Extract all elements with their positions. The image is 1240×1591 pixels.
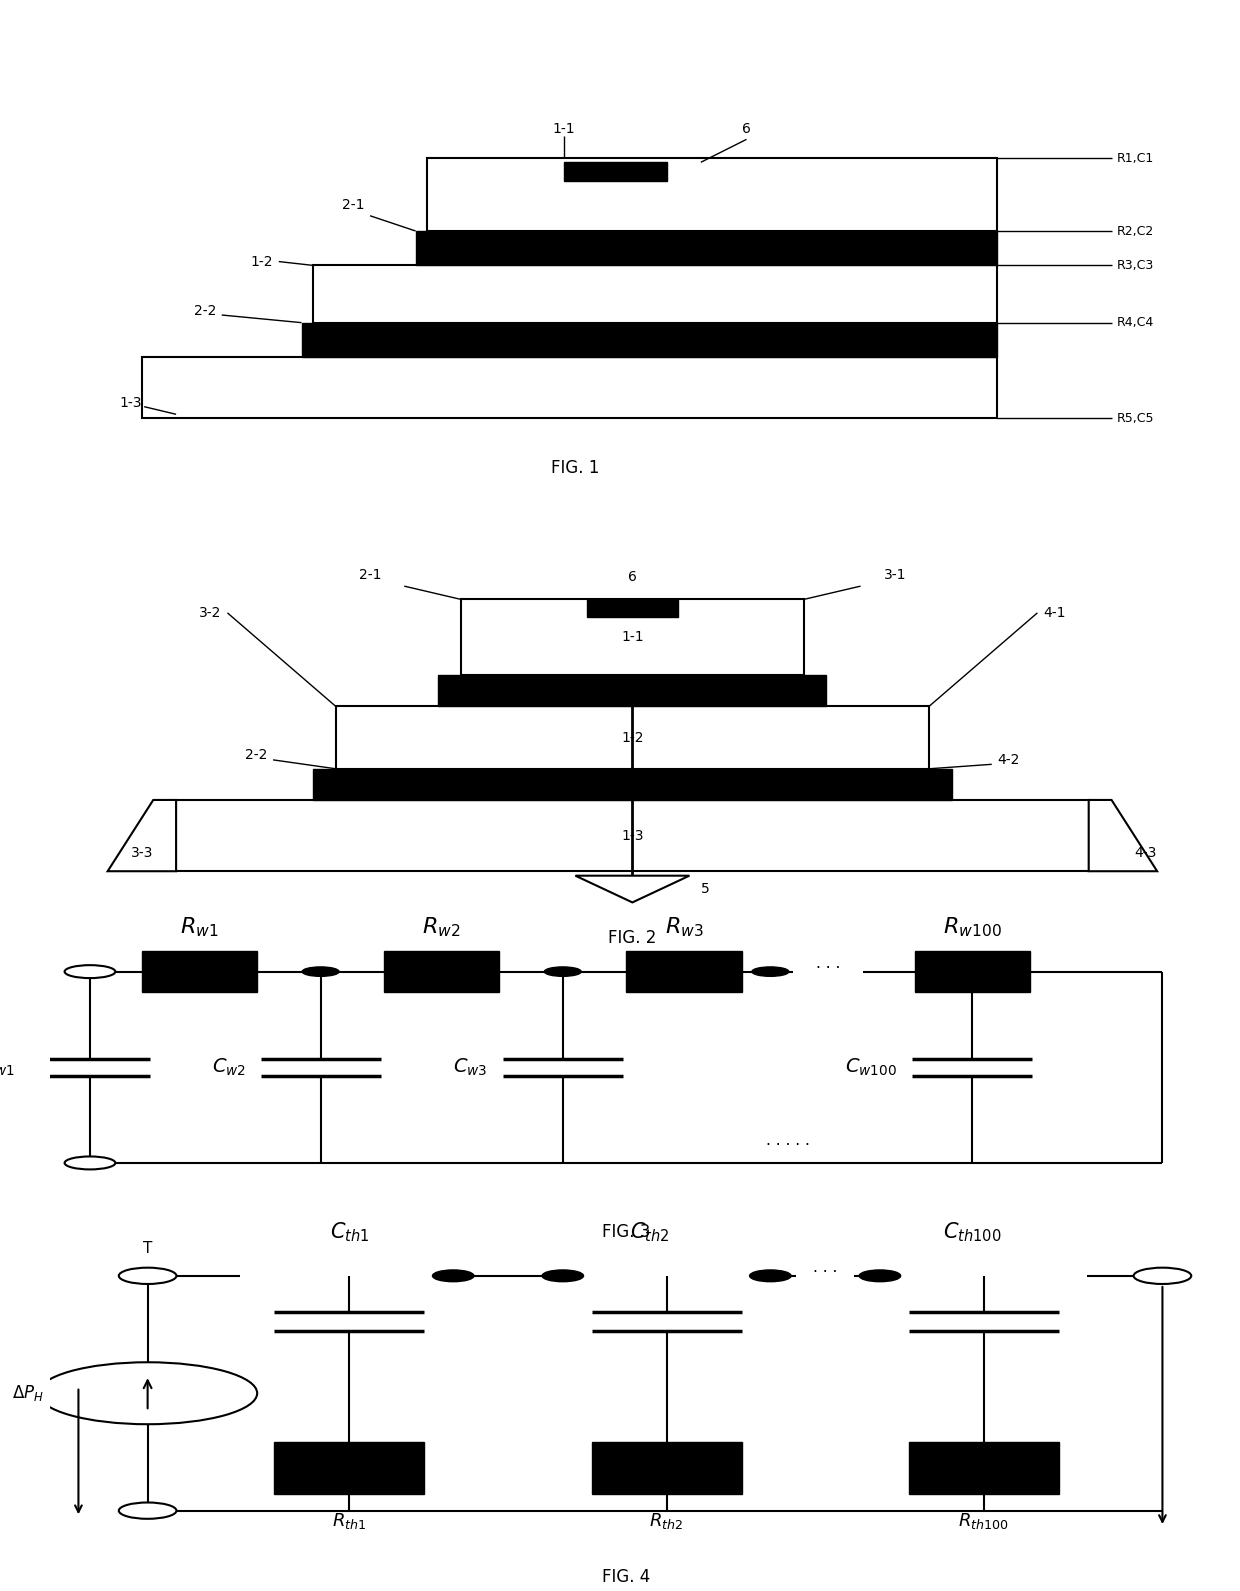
Text: FIG. 2: FIG. 2 [608, 929, 657, 947]
Circle shape [119, 1502, 176, 1519]
Circle shape [544, 967, 582, 977]
Text: 4-3: 4-3 [1135, 846, 1157, 861]
Text: T: T [143, 1241, 153, 1257]
Text: $R_{w3}$: $R_{w3}$ [665, 916, 703, 939]
Text: 5: 5 [701, 881, 709, 896]
Text: 1-1: 1-1 [553, 121, 575, 135]
Text: $C_{th1}$: $C_{th1}$ [330, 1220, 370, 1244]
Bar [301, 323, 997, 356]
Text: · · ·: · · · [816, 961, 841, 977]
Circle shape [750, 1270, 791, 1282]
Circle shape [38, 1362, 257, 1424]
Text: $R_{w100}$: $R_{w100}$ [942, 916, 1002, 939]
Bar [336, 706, 929, 768]
Text: 1-3: 1-3 [119, 396, 141, 410]
Circle shape [64, 966, 115, 978]
Text: R3,C3: R3,C3 [1117, 259, 1154, 272]
Text: 3-3: 3-3 [130, 846, 153, 861]
Bar [587, 600, 678, 617]
Bar [591, 1441, 742, 1494]
Text: 4-1: 4-1 [1043, 606, 1065, 620]
Text: · · ·: · · · [813, 1265, 837, 1281]
Text: 1-2: 1-2 [250, 255, 273, 269]
Text: $C_{w1}$: $C_{w1}$ [0, 1056, 15, 1079]
Bar [909, 1441, 1059, 1494]
Bar [564, 162, 667, 181]
Bar [274, 1441, 424, 1494]
Text: $C_{th100}$: $C_{th100}$ [942, 1220, 1002, 1244]
Bar [176, 800, 1089, 872]
Text: $R_{w2}$: $R_{w2}$ [423, 916, 461, 939]
Bar [415, 231, 997, 266]
Bar [461, 600, 804, 675]
Text: 2-2: 2-2 [246, 748, 268, 762]
Text: 2-1: 2-1 [358, 568, 381, 582]
Polygon shape [575, 875, 689, 902]
Text: 6: 6 [627, 570, 637, 584]
Circle shape [542, 1270, 584, 1282]
Text: 1-3: 1-3 [621, 829, 644, 843]
Text: 1-2: 1-2 [621, 730, 644, 745]
Text: $R_{th100}$: $R_{th100}$ [959, 1511, 1009, 1531]
Text: $\Delta P_H$: $\Delta P_H$ [12, 1383, 43, 1403]
Text: $C_{w3}$: $C_{w3}$ [454, 1056, 487, 1079]
Bar [626, 951, 742, 993]
Text: 2-1: 2-1 [342, 197, 365, 212]
Bar [427, 159, 997, 231]
Text: $R_{th2}$: $R_{th2}$ [650, 1511, 683, 1531]
Circle shape [64, 1157, 115, 1169]
Text: R2,C2: R2,C2 [1117, 224, 1154, 237]
Bar [141, 356, 997, 418]
Text: FIG. 1: FIG. 1 [551, 458, 600, 477]
Circle shape [119, 1268, 176, 1284]
Bar [141, 951, 257, 993]
Text: $R_{w1}$: $R_{w1}$ [180, 916, 218, 939]
Bar [384, 951, 500, 993]
Text: R1,C1: R1,C1 [1117, 153, 1154, 165]
Text: FIG. 3: FIG. 3 [601, 1222, 651, 1241]
Text: 4-2: 4-2 [997, 753, 1019, 767]
Circle shape [859, 1270, 900, 1282]
Text: FIG. 4: FIG. 4 [603, 1569, 650, 1586]
Text: $R_{th1}$: $R_{th1}$ [332, 1511, 367, 1531]
Text: $C_{w100}$: $C_{w100}$ [846, 1056, 898, 1079]
Text: R5,C5: R5,C5 [1117, 412, 1154, 425]
Circle shape [433, 1270, 474, 1282]
Circle shape [1133, 1268, 1192, 1284]
Text: 3-2: 3-2 [200, 606, 222, 620]
Text: 6: 6 [742, 121, 751, 135]
Polygon shape [1089, 800, 1157, 872]
Text: $C_{th2}$: $C_{th2}$ [630, 1220, 670, 1244]
Circle shape [751, 967, 789, 977]
Bar [439, 675, 826, 706]
Text: 2-2: 2-2 [193, 304, 216, 318]
Bar [312, 266, 997, 323]
Bar [915, 951, 1030, 993]
Text: 3-1: 3-1 [884, 568, 906, 582]
Text: R4,C4: R4,C4 [1117, 317, 1154, 329]
Polygon shape [108, 800, 176, 872]
Text: · · · · ·: · · · · · [766, 1138, 810, 1153]
Text: 1-1: 1-1 [621, 630, 644, 644]
Bar [312, 768, 952, 800]
Circle shape [303, 967, 339, 977]
Text: $C_{w2}$: $C_{w2}$ [212, 1056, 246, 1079]
